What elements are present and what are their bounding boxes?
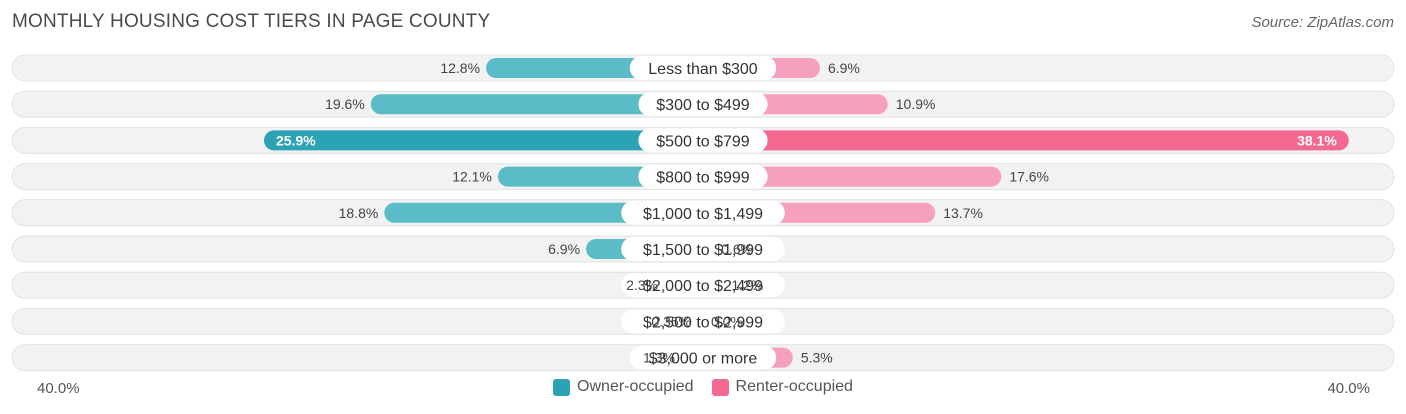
category-label-bg xyxy=(621,273,785,298)
chart-title: MONTHLY HOUSING COST TIERS IN PAGE COUNT… xyxy=(12,11,491,32)
value-label-owner: 19.6% xyxy=(325,96,365,112)
bar-owner xyxy=(263,130,703,151)
legend-item-owner: Owner-occupied xyxy=(553,378,694,396)
value-label-owner: 2.3% xyxy=(626,277,658,293)
value-label-renter: 0.0% xyxy=(711,313,743,329)
category-label: $2,500 to $2,999 xyxy=(643,314,763,331)
category-label-bg xyxy=(629,56,777,80)
value-label-owner: 18.8% xyxy=(339,205,379,221)
category-label-bg xyxy=(621,237,785,261)
category-label-bg xyxy=(638,92,768,117)
bar-renter xyxy=(703,166,1002,187)
value-label-owner: 6.9% xyxy=(548,241,580,257)
legend-item-renter: Renter-occupied xyxy=(711,378,853,396)
legend: Owner-occupied Renter-occupied xyxy=(0,378,1406,396)
value-label-owner: 12.8% xyxy=(440,60,480,76)
value-label-renter: 5.3% xyxy=(801,350,833,366)
category-label: $3,000 or more xyxy=(649,351,758,368)
category-label: $1,500 to $1,999 xyxy=(643,242,763,259)
axis-left-label: 40.0% xyxy=(37,380,80,397)
value-label-renter: 6.9% xyxy=(828,60,860,76)
bar-owner xyxy=(370,94,703,115)
value-label-renter: 1.2% xyxy=(731,277,763,293)
chart-source: Source: ZipAtlas.com xyxy=(1251,14,1394,31)
category-label: $800 to $999 xyxy=(656,170,750,187)
bar-renter xyxy=(703,130,1349,151)
legend-label-renter: Renter-occupied xyxy=(735,378,853,395)
axis-right-label: 40.0% xyxy=(1327,380,1370,397)
category-label: $1,000 to $1,499 xyxy=(643,206,763,223)
category-label-bg xyxy=(638,128,768,153)
value-label-renter: 0.6% xyxy=(721,241,753,257)
category-label-bg xyxy=(621,309,785,334)
category-label-bg xyxy=(629,345,777,370)
category-label-bg xyxy=(638,164,768,189)
value-label-owner: 0.35% xyxy=(651,313,691,329)
category-label-bg xyxy=(621,200,785,225)
value-label-owner: 25.9% xyxy=(276,132,316,148)
legend-swatch-renter xyxy=(711,378,729,396)
category-label: $2,000 to $2,499 xyxy=(643,278,763,295)
category-label: Less than $300 xyxy=(648,61,758,78)
value-label-renter: 38.1% xyxy=(1297,132,1337,148)
value-label-renter: 13.7% xyxy=(943,205,983,221)
value-label-owner: 12.1% xyxy=(452,169,492,185)
value-label-renter: 10.9% xyxy=(896,96,936,112)
legend-swatch-owner xyxy=(553,378,571,396)
legend-label-owner: Owner-occupied xyxy=(577,378,694,395)
category-label: $500 to $799 xyxy=(656,133,750,150)
category-label: $300 to $499 xyxy=(656,97,750,114)
value-label-renter: 17.6% xyxy=(1009,169,1049,185)
value-label-owner: 1.3% xyxy=(643,350,675,366)
